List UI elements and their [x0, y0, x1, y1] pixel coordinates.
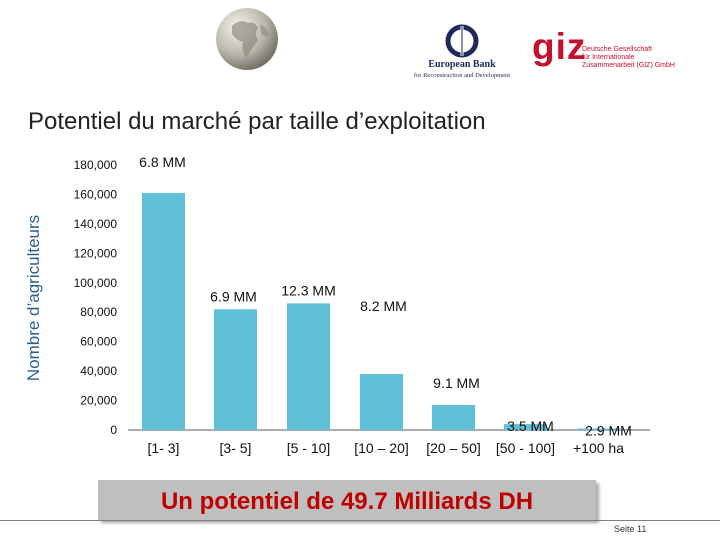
data-label: 9.1 MM: [433, 375, 480, 391]
giz-logo: giz Deutsche Gesellschaft für Internatio…: [532, 26, 682, 74]
bar: [577, 428, 620, 430]
ebrd-subtitle: for Reconstruction and Development: [413, 72, 511, 79]
giz-wordmark: giz: [532, 26, 587, 67]
data-label: 6.9 MM: [210, 288, 257, 304]
summary-banner: Un potentiel de 49.7 Milliards DH: [98, 480, 596, 520]
data-label: 6.8 MM: [139, 154, 186, 170]
y-tick-label: 140,000: [74, 217, 118, 231]
ebrd-logo: European Bank for Reconstruction and Dev…: [402, 24, 522, 86]
page-number: Seite 11: [614, 524, 647, 534]
x-tick-label: [5 - 10]: [287, 440, 331, 456]
y-tick-label: 40,000: [80, 364, 117, 378]
bar: [287, 303, 330, 430]
globe-icon: [216, 8, 278, 70]
ebrd-emblem-icon: [445, 24, 479, 58]
y-tick-label: 80,000: [80, 305, 117, 319]
data-label: 12.3 MM: [281, 282, 335, 298]
x-tick-label: [50 - 100]: [496, 440, 555, 456]
y-tick-label: 160,000: [74, 187, 118, 201]
y-tick-label: 60,000: [80, 335, 117, 349]
x-tick-label: [20 – 50]: [426, 440, 481, 456]
bar: [504, 424, 547, 430]
data-label: 3.5 MM: [507, 418, 554, 434]
bar: [360, 374, 403, 430]
bar: [142, 192, 185, 430]
bars: [142, 192, 620, 430]
bar-chart: 0 20,000 40,000 60,000 80,000 100,000 120,000 1…: [74, 154, 650, 456]
x-tick-label: [10 – 20]: [354, 440, 409, 456]
giz-description: Deutsche Gesellschaft für Internationale…: [582, 46, 675, 69]
y-tick-label: 180,000: [74, 158, 118, 172]
footer-divider: [0, 520, 720, 521]
data-label: 2.9 MM: [585, 423, 632, 439]
y-tick-label: 0: [110, 423, 117, 437]
x-tick-labels: [1- 3] [3- 5] [5 - 10] [10 – 20] [20 – 50] [5…: [148, 440, 625, 456]
x-tick-label: [3- 5]: [220, 440, 252, 456]
data-label: 8.2 MM: [360, 298, 407, 314]
bar: [214, 309, 257, 430]
ebrd-name: European Bank: [428, 59, 496, 70]
data-labels: 6.8 MM 6.9 MM 12.3 MM 8.2 MM 9.1 MM 3.5 MM 2.9…: [139, 154, 632, 439]
bar: [432, 404, 475, 430]
y-tick-label: 100,000: [74, 276, 118, 290]
y-tick-labels: 0 20,000 40,000 60,000 80,000 100,000 120,000 1…: [74, 158, 118, 437]
y-tick-label: 20,000: [80, 394, 117, 408]
x-tick-label: +100 ha: [573, 440, 624, 456]
x-tick-label: [1- 3]: [148, 440, 180, 456]
slide-title: Potentiel du marché par taille d’exploit…: [28, 108, 486, 135]
y-tick-label: 120,000: [74, 246, 118, 260]
